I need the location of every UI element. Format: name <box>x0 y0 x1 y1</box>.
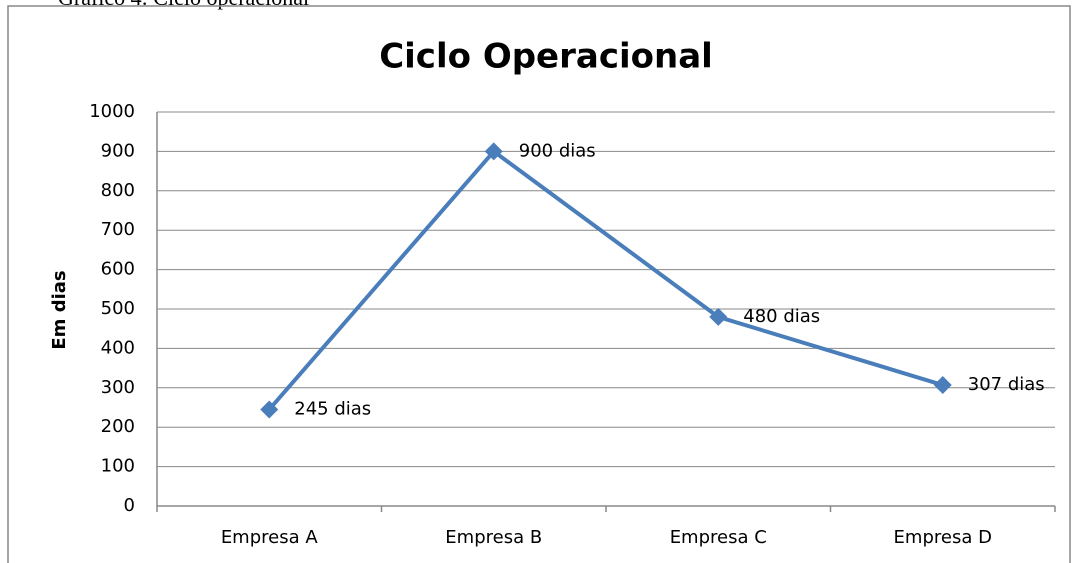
y-tick-label: 800 <box>101 180 135 201</box>
y-axis-label: Em dias <box>49 270 70 349</box>
data-point <box>709 307 728 326</box>
y-tick-label: 200 <box>101 416 135 437</box>
y-tick-label: 500 <box>101 298 135 319</box>
data-label: 480 dias <box>743 306 820 327</box>
data-point <box>484 142 503 161</box>
y-tick-label: 700 <box>101 219 135 240</box>
chart-title: Ciclo Operacional <box>379 37 713 77</box>
chart-frame <box>7 5 1071 563</box>
data-label: 900 dias <box>519 140 596 161</box>
x-tick-label: Empresa A <box>221 527 319 548</box>
y-tick-label: 400 <box>101 337 135 358</box>
data-label: 245 dias <box>294 398 371 419</box>
y-tick-label: 100 <box>101 456 135 477</box>
data-point <box>260 400 279 419</box>
caption: Gráfico 4: Ciclo operacional <box>58 0 309 10</box>
y-tick-label: 900 <box>101 140 135 161</box>
y-tick-label: 0 <box>124 495 135 516</box>
y-tick-label: 600 <box>101 259 135 280</box>
x-tick-label: Empresa C <box>670 527 767 548</box>
data-point <box>933 376 952 395</box>
x-tick-label: Empresa D <box>894 527 992 548</box>
x-tick-label: Empresa B <box>445 527 542 548</box>
data-line <box>267 148 944 411</box>
y-tick-label: 1000 <box>89 101 135 122</box>
data-label: 307 dias <box>968 374 1045 395</box>
y-tick-label: 300 <box>101 377 135 398</box>
